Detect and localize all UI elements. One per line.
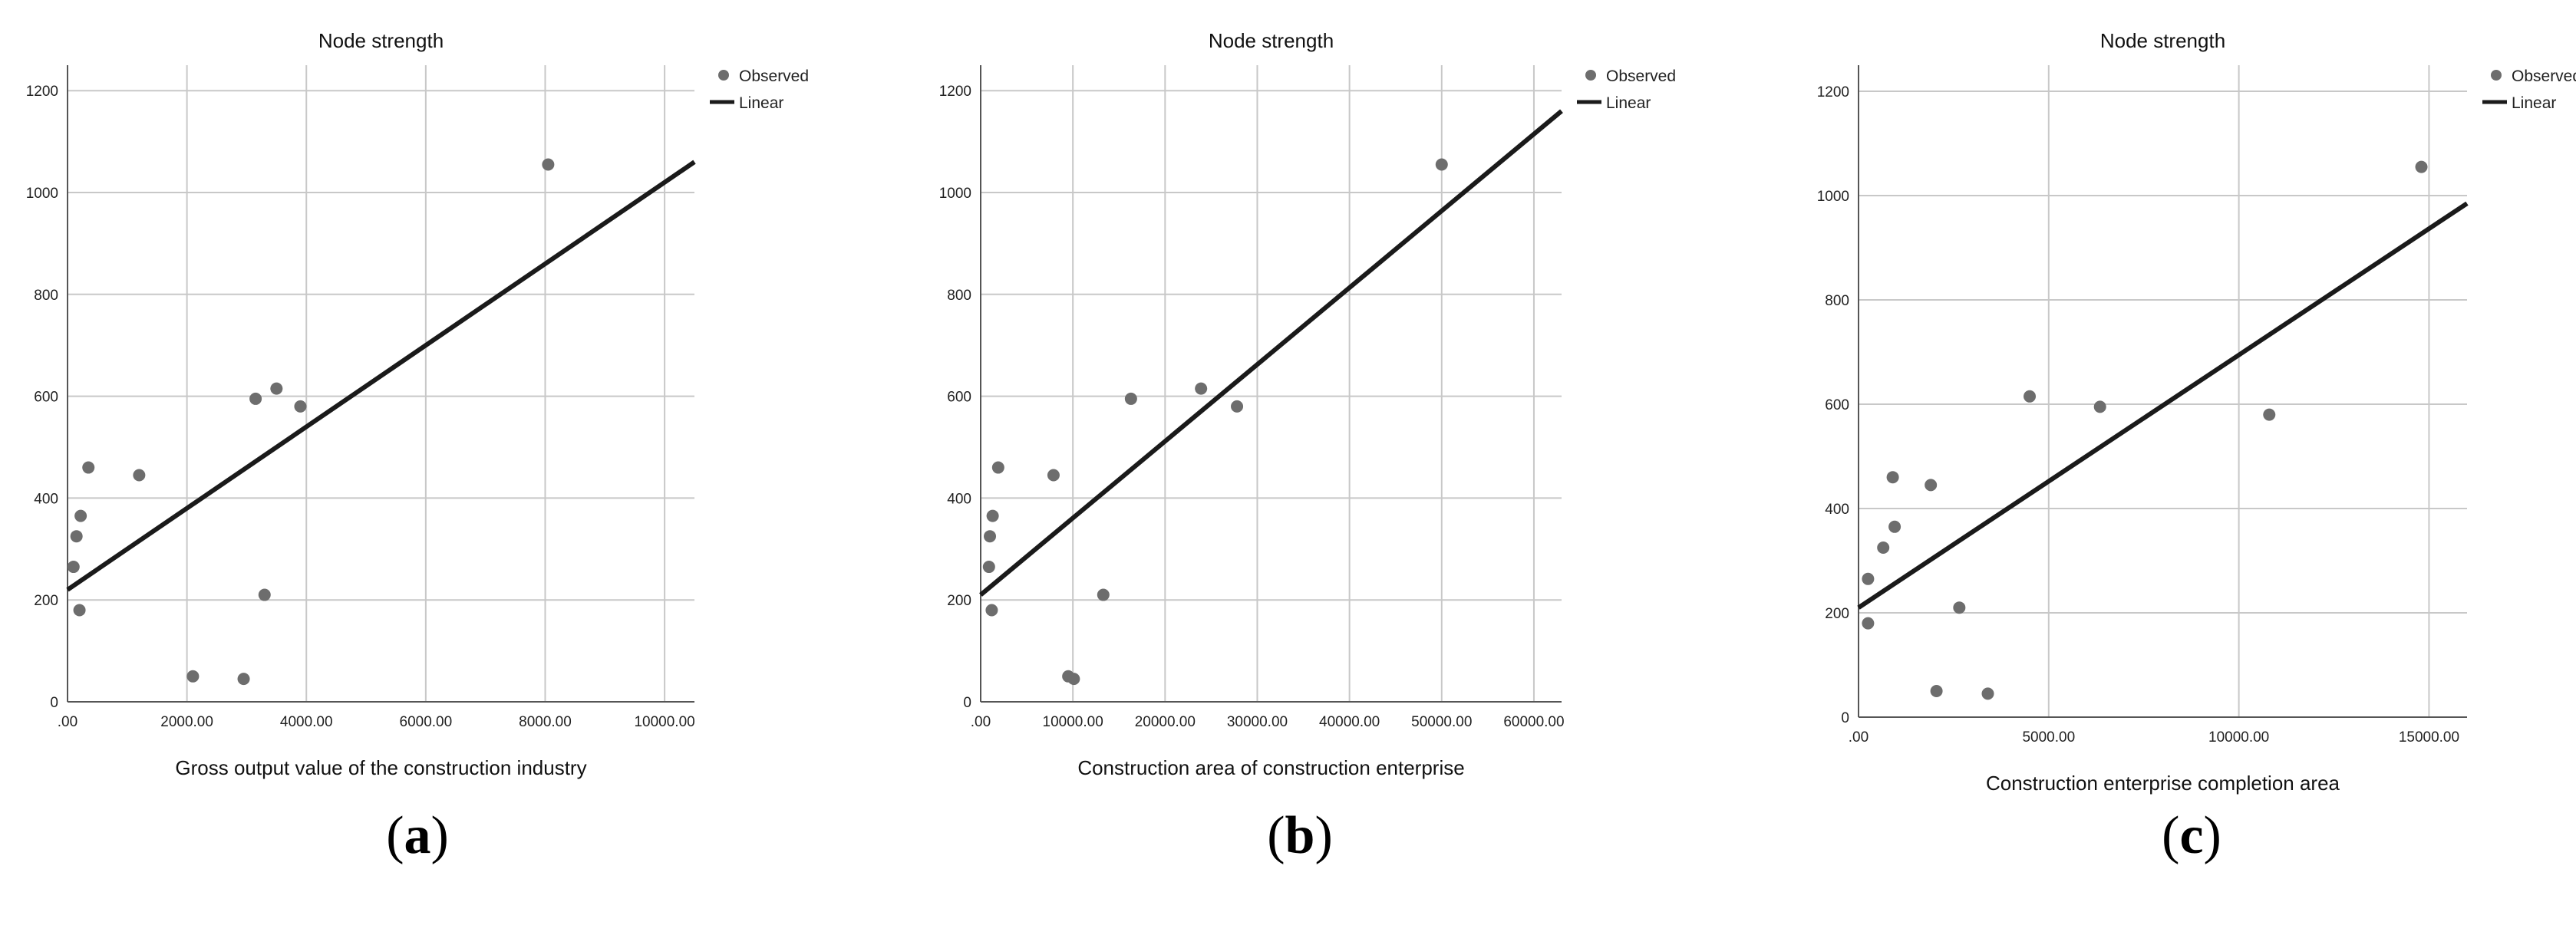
panel-a-y-tick-label: 400 bbox=[34, 491, 58, 507]
panel-a-y-tick-label: 800 bbox=[34, 288, 58, 304]
panel-b-observed-point bbox=[986, 509, 999, 522]
panel-c-observed-point bbox=[2263, 408, 2276, 421]
panel-c-y-tick-label: 0 bbox=[1841, 710, 1849, 726]
panel-b-y-tick-label: 1000 bbox=[939, 186, 971, 202]
panel-c-observed-point bbox=[1888, 520, 1901, 533]
panel-a-observed-point bbox=[270, 382, 283, 395]
panel-b-x-tick-label: 60000.00 bbox=[1503, 714, 1564, 730]
panel-label-b: (b) bbox=[1267, 806, 1333, 865]
panel-b-observed-point bbox=[1195, 382, 1208, 395]
panel-b-observed-point bbox=[1435, 158, 1448, 171]
panel-a-legend-linear-label: Linear bbox=[739, 94, 783, 112]
panel-b-y-tick-label: 600 bbox=[947, 390, 971, 406]
panel-label-c: (c) bbox=[2162, 806, 2221, 865]
panel-c-observed-point bbox=[1862, 617, 1875, 630]
panel-b-x-tick-label: 40000.00 bbox=[1319, 714, 1380, 730]
panel-a-y-tick-label: 1000 bbox=[26, 186, 58, 202]
panel-c-y-tick-label: 1200 bbox=[1817, 84, 1849, 100]
panel-a-observed-point bbox=[294, 400, 307, 413]
panel-a-observed-point bbox=[73, 604, 86, 617]
panel-b-x-axis-label: Construction area of construction enterp… bbox=[1077, 756, 1464, 779]
panel-b-legend-observed-marker bbox=[1585, 70, 1596, 81]
panel-a-legend-observed-label: Observed bbox=[739, 67, 809, 85]
panel-a-y-tick-label: 1200 bbox=[26, 84, 58, 100]
panel-c-observed-point bbox=[1981, 687, 1994, 700]
panel-c-linear-fit-line bbox=[1857, 201, 2469, 610]
panel-c-chart-title: Node strength bbox=[2100, 29, 2225, 52]
panel-a-x-tick-label: 8000.00 bbox=[519, 714, 572, 730]
panel-c-observed-point bbox=[2024, 390, 2037, 403]
panel-b-observed-point bbox=[985, 604, 998, 617]
panel-a-x-tick-label: 6000.00 bbox=[400, 714, 453, 730]
panel-c-legend-observed-label: Observed bbox=[2512, 67, 2576, 85]
panel-b-observed-point bbox=[1047, 469, 1060, 482]
panel-a-observed-point bbox=[70, 530, 83, 543]
panel-a-x-tick-label: 2000.00 bbox=[160, 714, 213, 730]
panel-b-x-tick-label: 20000.00 bbox=[1135, 714, 1196, 730]
panel-c-x-axis-label: Construction enterprise completion area bbox=[1986, 772, 2340, 795]
panel-c-observed-point bbox=[1886, 471, 1899, 484]
panel-b-legend-observed-label: Observed bbox=[1606, 67, 1676, 85]
panel-label-a: (a) bbox=[386, 806, 449, 865]
panel-b-linear-fit-line bbox=[979, 109, 1563, 597]
panel-c-x-tick-label: 5000.00 bbox=[2022, 729, 2075, 746]
panel-c-observed-point bbox=[1953, 601, 1966, 614]
panel-c-legend-linear-label: Linear bbox=[2512, 94, 2556, 112]
panel-b-x-tick-label: .00 bbox=[971, 714, 991, 730]
panel-a-linear-fit-line bbox=[66, 160, 696, 592]
panel-b-legend-linear-label: Linear bbox=[1606, 94, 1651, 112]
panel-a-chart-title: Node strength bbox=[318, 29, 444, 52]
panel-c-legend-observed-marker bbox=[2491, 70, 2502, 81]
panel-b-y-tick-label: 1200 bbox=[939, 84, 971, 100]
panel-a-y-tick-label: 200 bbox=[34, 593, 58, 609]
panel-b-x-tick-label: 30000.00 bbox=[1227, 714, 1288, 730]
panel-c-observed-point bbox=[1877, 542, 1890, 554]
panel-b-y-tick-label: 0 bbox=[963, 695, 971, 711]
panel-c-y-tick-label: 600 bbox=[1825, 397, 1849, 413]
panel-a-y-tick-label: 0 bbox=[50, 695, 58, 711]
panel-b-y-tick-label: 400 bbox=[947, 491, 971, 507]
panel-a-y-tick-label: 600 bbox=[34, 390, 58, 406]
panel-a-observed-point bbox=[67, 561, 80, 574]
panel-c-x-tick-label: .00 bbox=[1849, 729, 1869, 746]
panel-a-observed-point bbox=[82, 461, 95, 474]
panel-a-observed-point bbox=[133, 469, 146, 482]
panel-b-chart-title: Node strength bbox=[1209, 29, 1334, 52]
panel-c-observed-point bbox=[2093, 400, 2106, 413]
panel-c-y-tick-label: 1000 bbox=[1817, 189, 1849, 205]
panel-b-x-tick-label: 10000.00 bbox=[1043, 714, 1103, 730]
panel-a-observed-point bbox=[258, 588, 271, 601]
panel-a-observed-point bbox=[186, 670, 200, 683]
panel-c-observed-point bbox=[1862, 572, 1875, 585]
panel-a-observed-point bbox=[249, 392, 262, 405]
panel-b-observed-point bbox=[1231, 400, 1244, 413]
panel-a-x-axis-label: Gross output value of the construction i… bbox=[175, 756, 586, 779]
panel-a-x-tick-label: 4000.00 bbox=[280, 714, 333, 730]
panel-c-x-tick-label: 10000.00 bbox=[2208, 729, 2269, 746]
panel-c-y-tick-label: 400 bbox=[1825, 502, 1849, 518]
panel-b-observed-point bbox=[984, 530, 997, 543]
panel-b-x-tick-label: 50000.00 bbox=[1411, 714, 1472, 730]
panel-c-observed-point bbox=[1930, 685, 1943, 697]
panel-b-observed-point bbox=[1097, 588, 1110, 601]
panel-b-observed-point bbox=[1067, 673, 1080, 686]
panel-a-x-tick-label: 10000.00 bbox=[634, 714, 694, 730]
panel-a-observed-point bbox=[542, 158, 555, 171]
panel-a-observed-point bbox=[237, 673, 250, 686]
panel-c-y-tick-label: 800 bbox=[1825, 293, 1849, 309]
panel-b-observed-point bbox=[991, 461, 1004, 474]
panel-c-x-tick-label: 15000.00 bbox=[2399, 729, 2459, 746]
panel-c-observed-point bbox=[2415, 160, 2428, 173]
panel-b-observed-point bbox=[982, 561, 995, 574]
panel-b-y-tick-label: 800 bbox=[947, 288, 971, 304]
panel-b-y-tick-label: 200 bbox=[947, 593, 971, 609]
panel-b-observed-point bbox=[1124, 392, 1137, 405]
panel-a-x-tick-label: .00 bbox=[58, 714, 78, 730]
panel-c-observed-point bbox=[1925, 479, 1938, 492]
panel-c-y-tick-label: 200 bbox=[1825, 606, 1849, 622]
panel-a-legend-observed-marker bbox=[718, 70, 729, 81]
panel-a-observed-point bbox=[74, 509, 87, 522]
